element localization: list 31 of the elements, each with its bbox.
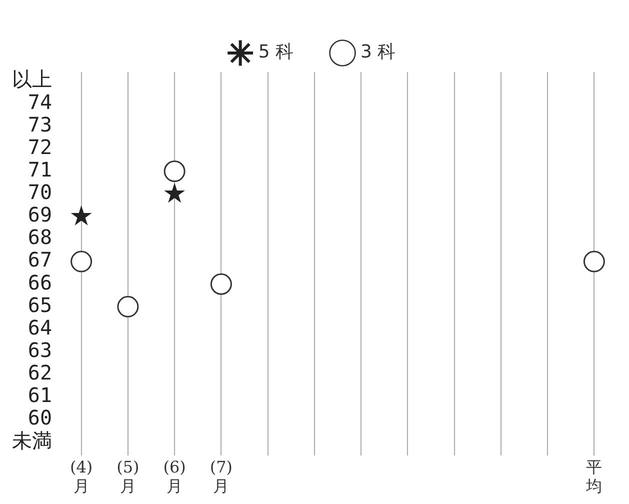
y-tick-label: 71 <box>28 157 52 182</box>
y-tick-label: 65 <box>28 292 52 317</box>
x-tick-label: (4)月 <box>70 457 93 496</box>
y-tick-label: 以上 <box>12 67 52 92</box>
y-tick-label: 64 <box>28 315 52 340</box>
y-tick-label: 63 <box>28 338 52 362</box>
y-tick-label: 60 <box>28 406 52 430</box>
y-tick-label: 62 <box>28 360 52 385</box>
point <box>210 273 232 295</box>
x-tick-label: 平均 <box>585 457 602 496</box>
legend-label: 5 科 <box>258 42 294 63</box>
y-tick-label: 61 <box>28 383 52 408</box>
point <box>70 250 92 272</box>
y-tick-label: 73 <box>28 112 52 136</box>
x-tick-label: (6)月 <box>163 457 186 496</box>
point <box>117 296 139 318</box>
point <box>583 250 605 272</box>
y-tick-label: 67 <box>28 248 52 272</box>
x-tick-label: (7)月 <box>210 457 233 496</box>
legend-label: 3 科 <box>360 42 396 63</box>
x-tick-label: (5)月 <box>116 457 140 496</box>
point <box>164 182 186 203</box>
point <box>164 160 186 182</box>
y-tick-label: 未満 <box>12 428 52 452</box>
y-tick-label: 66 <box>28 270 52 294</box>
y-tick-label: 74 <box>28 90 52 114</box>
y-tick-label: 72 <box>28 134 52 159</box>
y-tick-label: 68 <box>28 225 52 250</box>
y-tick-label: 69 <box>28 202 52 227</box>
point <box>70 205 92 226</box>
y-tick-label: 70 <box>28 180 52 204</box>
